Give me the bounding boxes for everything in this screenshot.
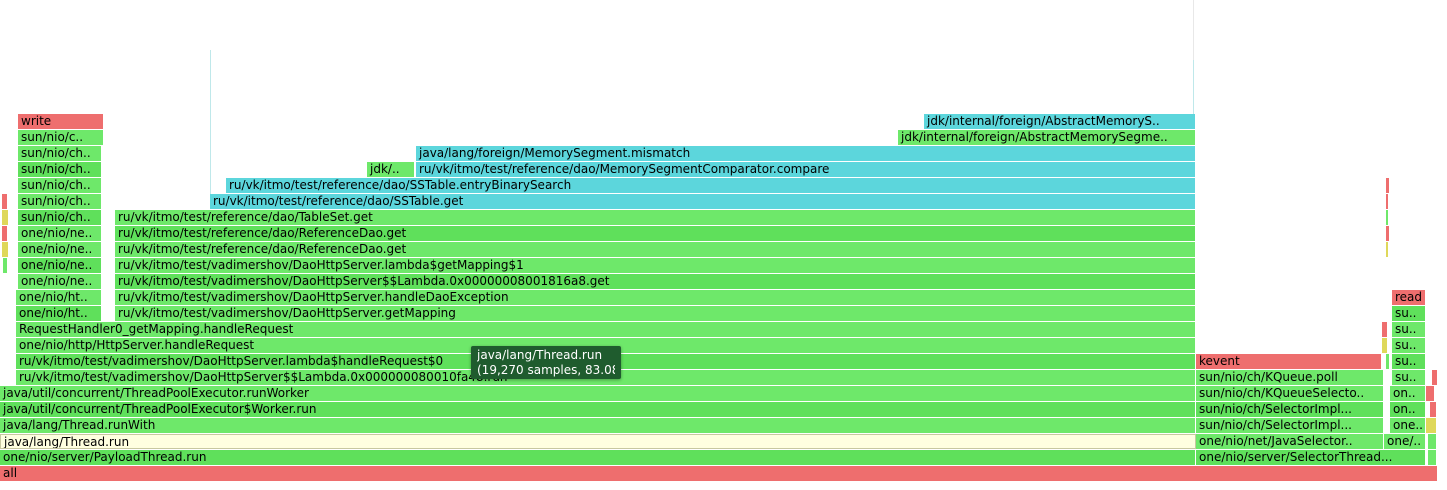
flame-frame[interactable]: RequestHandler0_getMapping.handleRequest	[16, 322, 1196, 337]
flame-frame[interactable]: one/nio/ne..	[18, 242, 102, 257]
flame-frame[interactable]: ru/vk/itmo/test/reference/dao/ReferenceD…	[115, 226, 1196, 241]
flame-frame[interactable]: one/nio/http/HttpServer.handleRequest	[16, 338, 1196, 353]
flame-frame[interactable]: java/lang/foreign/MemorySegment.mismatch	[416, 146, 1196, 161]
flame-frame[interactable]: su..	[1392, 322, 1426, 337]
flame-frame[interactable]: one/nio/server/PayloadThread.run	[0, 450, 1196, 465]
flame-frame[interactable]: java/lang/Thread.run	[0, 434, 1196, 449]
flame-frame[interactable]: sun/nio/ch..	[18, 210, 102, 225]
flame-frame[interactable]: ru/vk/itmo/test/vadimershov/DaoHttpServe…	[115, 306, 1196, 321]
flame-frame[interactable]: one..	[1390, 418, 1426, 433]
narrow-frame[interactable]	[1382, 338, 1387, 353]
flame-frame[interactable]: one/nio/server/SelectorThread...	[1196, 450, 1426, 465]
flame-frame[interactable]: java/util/concurrent/ThreadPoolExecutor.…	[0, 386, 1196, 401]
flame-frame[interactable]: sun/nio/ch/SelectorImpl...	[1196, 402, 1384, 417]
flame-frame[interactable]: on..	[1390, 386, 1426, 401]
narrow-frame[interactable]	[3, 258, 7, 273]
flame-frame[interactable]: read	[1392, 290, 1426, 305]
flame-frame[interactable]: su..	[1392, 338, 1426, 353]
flame-frame[interactable]: ru/vk/itmo/test/reference/dao/ReferenceD…	[115, 242, 1196, 257]
narrow-frame[interactable]	[1386, 242, 1388, 257]
flame-frame[interactable]: jdk/internal/foreign/AbstractMemoryS..	[924, 114, 1196, 129]
narrow-frame[interactable]	[1386, 354, 1389, 369]
flame-frame[interactable]: all	[0, 466, 1438, 481]
narrow-frame[interactable]	[1386, 226, 1389, 241]
flame-frame[interactable]: kevent	[1196, 354, 1382, 369]
flame-frame[interactable]: ru/vk/itmo/test/vadimershov/DaoHttpServe…	[115, 274, 1196, 289]
flame-frame[interactable]: java/util/concurrent/ThreadPoolExecutor$…	[0, 402, 1196, 417]
narrow-frame[interactable]	[1386, 210, 1388, 225]
narrow-frame[interactable]	[1193, 0, 1194, 60]
flame-frame[interactable]: ru/vk/itmo/test/reference/dao/SSTable.ge…	[210, 194, 1196, 209]
narrow-frame[interactable]	[1430, 402, 1436, 417]
flame-frame[interactable]: ru/vk/itmo/test/reference/dao/TableSet.g…	[115, 210, 1196, 225]
narrow-frame[interactable]	[2, 210, 8, 225]
flame-frame[interactable]: java/lang/Thread.runWith	[0, 418, 1196, 433]
flame-frame[interactable]: ru/vk/itmo/test/reference/dao/SSTable.en…	[226, 178, 1196, 193]
narrow-frame[interactable]	[1428, 450, 1436, 465]
narrow-frame[interactable]	[1386, 194, 1388, 209]
narrow-frame[interactable]	[2, 242, 8, 257]
narrow-frame[interactable]	[1386, 178, 1389, 193]
flame-frame[interactable]: one/nio/ne..	[18, 226, 102, 241]
flame-frame[interactable]: su..	[1392, 370, 1426, 385]
flame-frame[interactable]: sun/nio/ch..	[18, 178, 102, 193]
flame-frame[interactable]: one/nio/ht..	[16, 306, 102, 321]
flame-frame[interactable]: jdk/..	[367, 162, 415, 177]
tooltip-frame-samples: (19,270 samples, 83.08%)	[477, 363, 615, 377]
flame-frame[interactable]: ru/vk/itmo/test/vadimershov/DaoHttpServe…	[115, 290, 1196, 305]
flame-frame[interactable]: ru/vk/itmo/test/vadimershov/DaoHttpServe…	[115, 258, 1196, 273]
flame-frame[interactable]: jdk/internal/foreign/AbstractMemorySegme…	[898, 130, 1196, 145]
flame-frame[interactable]: on..	[1390, 402, 1426, 417]
flame-frame[interactable]: sun/nio/ch..	[18, 146, 102, 161]
flame-frame[interactable]: su..	[1392, 354, 1426, 369]
flame-frame[interactable]: ru/vk/itmo/test/reference/dao/MemorySegm…	[416, 162, 1196, 177]
flame-frame[interactable]: sun/nio/c..	[18, 130, 104, 145]
frame-tooltip: java/lang/Thread.run (19,270 samples, 83…	[471, 346, 621, 379]
flame-frame[interactable]: one/nio/ne..	[18, 258, 102, 273]
narrow-frame[interactable]	[210, 50, 211, 194]
narrow-frame[interactable]	[2, 226, 7, 241]
flame-frame[interactable]: one/nio/net/JavaSelector..	[1196, 434, 1384, 449]
flame-frame[interactable]: write	[18, 114, 104, 129]
flame-frame[interactable]: one/nio/ht..	[16, 290, 102, 305]
flame-frame[interactable]: sun/nio/ch/KQueue.poll	[1196, 370, 1384, 385]
narrow-frame[interactable]	[2, 194, 7, 209]
flame-frame[interactable]: sun/nio/ch..	[18, 194, 102, 209]
tooltip-frame-name: java/lang/Thread.run	[477, 348, 603, 362]
flame-frame[interactable]: one/nio/ne..	[18, 274, 102, 289]
flame-frame[interactable]: sun/nio/ch/KQueueSelecto..	[1196, 386, 1384, 401]
narrow-frame[interactable]	[1426, 386, 1434, 401]
narrow-frame[interactable]	[1432, 370, 1437, 385]
flame-frame[interactable]: one/..	[1384, 434, 1426, 449]
narrow-frame[interactable]	[1382, 322, 1387, 337]
narrow-frame[interactable]	[1428, 434, 1436, 449]
flame-frame[interactable]: sun/nio/ch/SelectorImpl...	[1196, 418, 1384, 433]
flame-frame[interactable]: su..	[1392, 306, 1426, 321]
narrow-frame[interactable]	[1426, 418, 1436, 433]
narrow-frame[interactable]	[1193, 60, 1194, 114]
flame-frame[interactable]: sun/nio/ch..	[18, 162, 102, 177]
